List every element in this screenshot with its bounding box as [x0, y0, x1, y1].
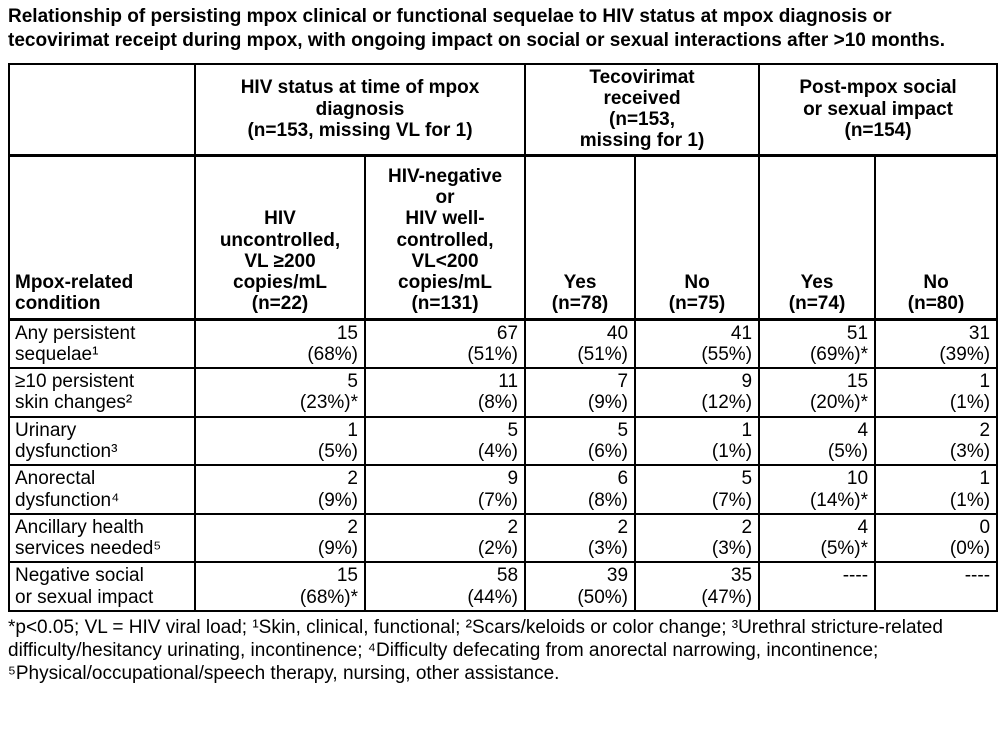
- value-cell: 58 (44%): [363, 561, 527, 612]
- row-label: Urinary dysfunction³: [8, 415, 196, 467]
- value-cell: 5 (6%): [524, 415, 637, 467]
- row-label: Ancillary health services needed⁵: [8, 512, 196, 564]
- value-cell: 0 (0%): [874, 512, 999, 564]
- value-cell: 2 (2%): [363, 512, 527, 564]
- value-cell: 9 (7%): [363, 464, 527, 515]
- value-cell: 4 (5%): [758, 415, 877, 467]
- value-cell: 40 (51%): [524, 318, 637, 370]
- value-cell: 1 (1%): [874, 464, 999, 515]
- value-cell: 9 (12%): [634, 367, 761, 418]
- group-header-post-mpox-impact: Post-mpox social or sexual impact (n=154…: [758, 62, 999, 157]
- group-header-row: HIV status at time of mpox diagnosis (n=…: [8, 62, 999, 157]
- column-header-tecovirimat-yes: Yes (n=78): [524, 154, 637, 321]
- value-cell: 15 (68%)*: [194, 561, 366, 612]
- table-row-persistent-skin-changes: ≥10 persistent skin changes² 5 (23%)* 11…: [8, 367, 999, 418]
- value-cell: 35 (47%): [634, 561, 761, 612]
- value-cell: 10 (14%)*: [758, 464, 877, 515]
- value-cell: 67 (51%): [363, 318, 527, 370]
- value-cell: 39 (50%): [524, 561, 637, 612]
- column-header-tecovirimat-no: No (n=75): [634, 154, 761, 321]
- column-header-impact-yes: Yes (n=74): [758, 154, 877, 321]
- value-cell: 5 (7%): [634, 464, 761, 515]
- value-cell: 1 (5%): [194, 415, 366, 467]
- row-label: Anorectal dysfunction⁴: [8, 464, 196, 515]
- value-cell: 6 (8%): [524, 464, 637, 515]
- value-cell: 4 (5%)*: [758, 512, 877, 564]
- column-header-row: Mpox-related condition HIV uncontrolled,…: [8, 154, 999, 321]
- table-row-negative-social-sexual-impact: Negative social or sexual impact 15 (68%…: [8, 561, 999, 612]
- value-cell: 7 (9%): [524, 367, 637, 418]
- footnote: *p<0.05; VL = HIV viral load; ¹Skin, cli…: [8, 616, 943, 685]
- column-header-condition: Mpox-related condition: [8, 154, 196, 321]
- row-label: Negative social or sexual impact: [8, 561, 196, 612]
- value-cell: 5 (23%)*: [194, 367, 366, 418]
- value-cell: 15 (20%)*: [758, 367, 877, 418]
- corner-cell: [8, 62, 196, 157]
- value-cell: 11 (8%): [363, 367, 527, 418]
- column-header-impact-no: No (n=80): [874, 154, 999, 321]
- column-header-hiv-uncontrolled: HIV uncontrolled, VL ≥200 copies/mL (n=2…: [194, 154, 366, 321]
- group-header-tecovirimat: Tecovirimat received (n=153, missing for…: [524, 62, 761, 157]
- value-cell: 2 (9%): [194, 464, 366, 515]
- value-cell: 5 (4%): [363, 415, 527, 467]
- table-row-urinary-dysfunction: Urinary dysfunction³ 1 (5%) 5 (4%) 5 (6%…: [8, 415, 999, 467]
- value-cell: 31 (39%): [874, 318, 999, 370]
- value-cell: ----: [758, 561, 877, 612]
- value-cell: 2 (3%): [874, 415, 999, 467]
- figure-title: Relationship of persisting mpox clinical…: [8, 6, 945, 52]
- value-cell: 15 (68%): [194, 318, 366, 370]
- value-cell: 2 (3%): [634, 512, 761, 564]
- value-cell: 51 (69%)*: [758, 318, 877, 370]
- row-label: ≥10 persistent skin changes²: [8, 367, 196, 418]
- value-cell: 2 (9%): [194, 512, 366, 564]
- value-cell: 2 (3%): [524, 512, 637, 564]
- sequelae-table: HIV status at time of mpox diagnosis (n=…: [8, 62, 999, 612]
- value-cell: ----: [874, 561, 999, 612]
- table-row-ancillary-health-services: Ancillary health services needed⁵ 2 (9%)…: [8, 512, 999, 564]
- value-cell: 41 (55%): [634, 318, 761, 370]
- value-cell: 1 (1%): [874, 367, 999, 418]
- table-row-any-persistent-sequelae: Any persistent sequelae¹ 15 (68%) 67 (51…: [8, 318, 999, 370]
- row-label: Any persistent sequelae¹: [8, 318, 196, 370]
- group-header-hiv-status: HIV status at time of mpox diagnosis (n=…: [193, 62, 527, 157]
- column-header-hiv-negative-or-controlled: HIV-negative or HIV well- controlled, VL…: [363, 154, 527, 321]
- table-row-anorectal-dysfunction: Anorectal dysfunction⁴ 2 (9%) 9 (7%) 6 (…: [8, 464, 999, 515]
- value-cell: 1 (1%): [634, 415, 761, 467]
